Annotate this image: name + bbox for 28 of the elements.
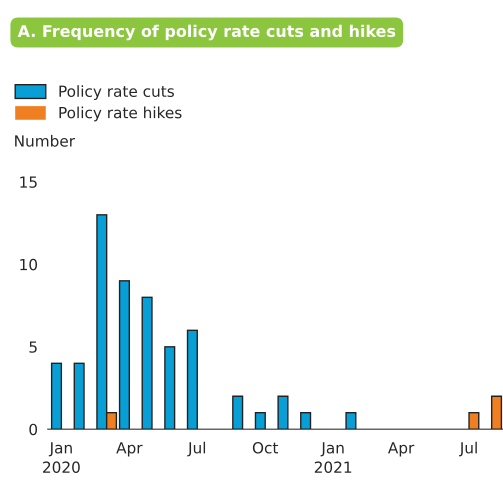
- bar: [345, 412, 356, 430]
- x-tick-label: Apr: [388, 442, 414, 457]
- x-tick-label: Jul: [459, 442, 477, 456]
- y-tick-label: 0: [29, 424, 38, 436]
- y-tick-label: 10: [20, 258, 38, 270]
- bar: [232, 396, 244, 430]
- x-tick-label: Oct: [252, 442, 278, 454]
- bar: [142, 296, 153, 430]
- bar: [490, 396, 502, 430]
- x-tick-label: Jan 2020: [43, 442, 80, 473]
- legend-label: Policy rate cuts: [59, 85, 174, 100]
- x-tick-label: Apr: [116, 442, 143, 457]
- chart-title: A. Frequency of policy rate cuts and hikes: [18, 24, 396, 40]
- bar: [277, 396, 289, 430]
- bar: [300, 412, 312, 430]
- bar: [74, 362, 85, 430]
- y-tick-label: 5: [30, 341, 37, 353]
- x-tick-label: Jul: [187, 442, 206, 456]
- bar: [186, 330, 198, 430]
- bar: [118, 280, 130, 430]
- bar: [50, 362, 62, 430]
- bar: [164, 346, 176, 430]
- bar: [254, 412, 266, 430]
- legend-label: Policy rate hikes: [59, 106, 182, 122]
- x-tick-label: Jan 2021: [314, 442, 352, 473]
- bar: [468, 412, 480, 430]
- y-tick-label: 15: [20, 176, 37, 188]
- y-axis-title: Number: [15, 134, 76, 147]
